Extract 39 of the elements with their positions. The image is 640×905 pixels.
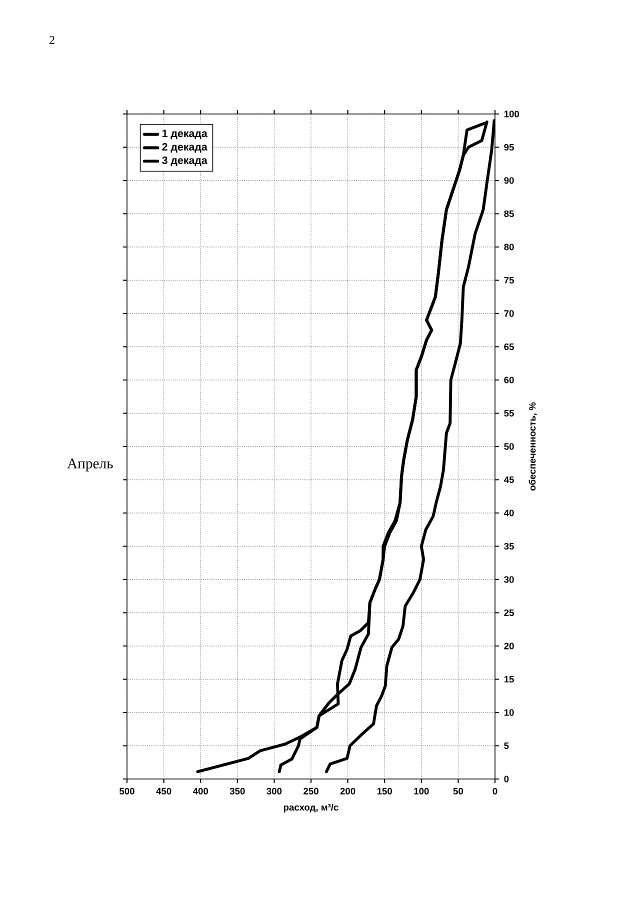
x-tick-label: 500 — [120, 788, 134, 794]
y-tick-label: 55 — [504, 410, 514, 416]
y-tick-label: 10 — [504, 709, 514, 716]
legend-label: 3 декада — [162, 156, 208, 166]
x-tick-label: 450 — [156, 788, 172, 794]
y-tick-label: 65 — [504, 343, 514, 350]
x-tick-label: 150 — [377, 788, 392, 794]
y-tick-label: 75 — [504, 276, 514, 284]
y-tick-label: 35 — [504, 542, 514, 550]
y-tick-label: 95 — [504, 144, 514, 151]
x-tick-label: 0 — [492, 788, 498, 794]
y-axis-title: обеспеченность, % — [528, 402, 537, 491]
y-tick-label: 30 — [504, 576, 514, 583]
y-tick-label: 70 — [504, 310, 514, 317]
text: Апрель — [67, 458, 113, 472]
x-tick-label: 200 — [340, 788, 356, 794]
y-tick-label: 0 — [504, 776, 509, 782]
x-tick-label: 400 — [192, 788, 208, 794]
legend-label: 2 декада — [162, 143, 208, 153]
x-tick-label: 100 — [414, 788, 429, 794]
y-tick-label: 15 — [504, 676, 514, 682]
y-tick-label: 60 — [504, 376, 514, 384]
legend-label: 1 декада — [162, 130, 208, 140]
y-tick-label: 5 — [504, 742, 509, 749]
y-tick-label: 40 — [504, 510, 514, 516]
x-axis-title: расход, м³/с — [284, 804, 338, 812]
y-tick-label: 80 — [504, 244, 514, 250]
y-tick-label: 100 — [504, 110, 520, 118]
x-tick-label: 250 — [304, 788, 318, 794]
x-tick-label: 350 — [230, 788, 245, 794]
y-tick-label: 20 — [504, 642, 514, 650]
y-tick-label: 45 — [504, 476, 514, 483]
x-tick-label: 50 — [453, 788, 463, 794]
y-tick-label: 85 — [504, 210, 514, 218]
y-tick-label: 25 — [504, 609, 514, 616]
x-tick-label: 300 — [266, 788, 282, 794]
y-tick-label: 90 — [504, 177, 514, 184]
text: 2 — [50, 36, 54, 44]
y-tick-label: 50 — [504, 443, 514, 450]
